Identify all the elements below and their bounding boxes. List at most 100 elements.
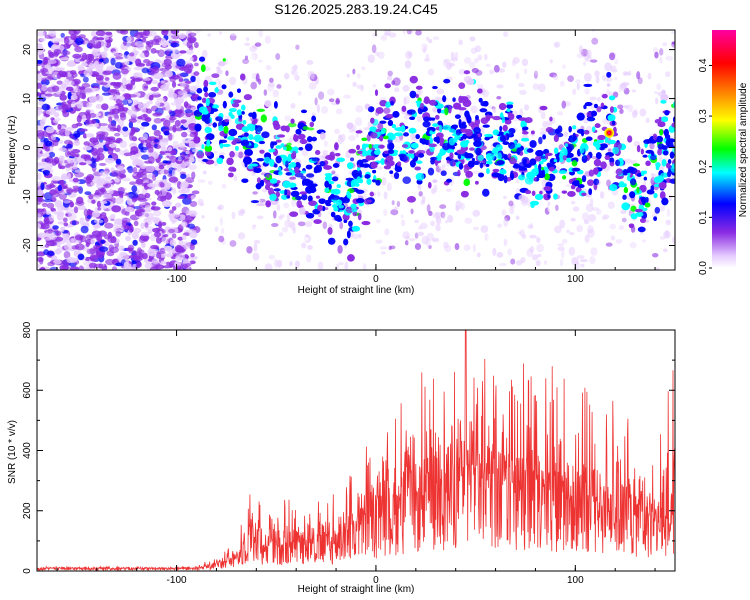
y-tick-label: -10: [22, 189, 33, 204]
heatmap-cell: [58, 105, 63, 110]
heatmap-cell: [241, 104, 246, 111]
heatmap-cell: [499, 262, 507, 267]
heatmap-cell: [256, 203, 266, 207]
heatmap-cell: [493, 64, 500, 73]
heatmap-cell: [254, 125, 263, 132]
heatmap-cell: [187, 223, 196, 229]
heatmap-cell: [311, 157, 320, 162]
heatmap-cell: [383, 107, 391, 114]
heatmap-cell: [138, 235, 146, 244]
heatmap-cell: [375, 107, 384, 114]
heatmap-cell: [477, 154, 484, 162]
heatmap-cell: [531, 273, 534, 276]
heatmap-cell: [417, 225, 423, 231]
heatmap-cell: [37, 189, 44, 197]
heatmap-cell: [124, 206, 135, 213]
heatmap-cell: [374, 89, 379, 96]
heatmap-cell: [115, 56, 124, 60]
heatmap-cell: [140, 154, 150, 160]
heatmap-cell: [169, 155, 177, 163]
heatmap-cell: [590, 59, 598, 63]
heatmap-cell: [178, 257, 187, 261]
heatmap-cell: [256, 177, 261, 184]
heatmap-cell: [475, 147, 482, 156]
heatmap-cell: [564, 143, 569, 148]
heatmap-cell: [424, 139, 430, 146]
heatmap-cell: [75, 91, 82, 96]
heatmap-cell: [184, 93, 192, 98]
heatmap-cell: [428, 38, 433, 44]
heatmap-cell: [78, 34, 86, 39]
heatmap-cell: [326, 272, 332, 277]
heatmap-cell: [190, 75, 196, 83]
heatmap-cell: [346, 230, 351, 239]
heatmap-cell: [169, 209, 175, 214]
heatmap-cell: [252, 191, 258, 195]
heatmap-cell: [448, 105, 452, 114]
heatmap-cell: [508, 200, 514, 207]
heatmap-cell: [459, 87, 467, 97]
heatmap-cell: [458, 162, 464, 170]
heatmap-cell: [645, 160, 651, 166]
heatmap-cell: [370, 161, 378, 169]
heatmap-cell: [174, 119, 181, 127]
heatmap-cell: [278, 171, 283, 176]
heatmap-cell: [388, 142, 395, 150]
heatmap-cell: [438, 137, 445, 144]
heatmap-cell: [91, 230, 102, 237]
heatmap-cell: [331, 274, 336, 282]
heatmap-cell: [473, 137, 482, 142]
heatmap-cell: [532, 280, 539, 285]
heatmap-cell: [37, 31, 45, 37]
heatmap-cell: [130, 103, 136, 111]
heatmap-cell: [417, 46, 425, 50]
heatmap-cell: [538, 161, 544, 165]
heatmap-cell: [491, 172, 501, 178]
heatmap-cell: [100, 239, 106, 244]
heatmap-cell: [113, 82, 121, 86]
heatmap-cell: [213, 207, 219, 213]
snr-xlabel: Height of straight line (km): [298, 584, 415, 595]
heatmap-cell: [330, 211, 336, 218]
heatmap-cell: [452, 161, 456, 167]
heatmap-cell: [177, 90, 188, 96]
heatmap-cell: [406, 109, 416, 115]
heatmap-cell: [456, 149, 466, 155]
heatmap-cell: [536, 243, 544, 253]
heatmap-cell: [37, 82, 42, 89]
heatmap-cell: [91, 31, 97, 37]
heatmap-cell: [343, 238, 349, 246]
heatmap-cell: [492, 247, 497, 256]
heatmap-cell: [297, 133, 306, 140]
heatmap-cell: [476, 252, 481, 258]
heatmap-cell: [526, 248, 534, 258]
heatmap-cell: [350, 180, 355, 188]
heatmap-cell: [335, 199, 343, 206]
heatmap-cell: [366, 199, 373, 203]
heatmap-cell: [194, 62, 199, 67]
heatmap-cell: [69, 109, 76, 114]
heatmap-cell: [507, 153, 512, 159]
heatmap-cell: [442, 58, 448, 68]
heatmap-cell: [452, 124, 459, 129]
heatmap-cell: [666, 208, 671, 217]
heatmap-cell: [431, 188, 436, 195]
heatmap-cell: [522, 159, 527, 166]
heatmap-cell: [162, 160, 168, 164]
heatmap-cell: [237, 232, 246, 240]
heatmap-cell: [218, 235, 225, 243]
heatmap-cell: [167, 126, 175, 131]
heatmap-cell: [544, 173, 551, 181]
heatmap-cell: [671, 236, 675, 244]
heatmap-cell: [620, 209, 627, 215]
heatmap-cell: [168, 116, 177, 121]
heatmap-cell: [194, 123, 202, 132]
heatmap-cell: [352, 211, 358, 217]
heatmap-cell: [185, 60, 191, 66]
heatmap-cell: [602, 74, 606, 82]
heatmap-cell: [498, 102, 507, 111]
heatmap-cell: [531, 254, 539, 261]
heatmap-cell: [150, 48, 157, 54]
heatmap-cell: [586, 49, 592, 59]
heatmap-cell: [122, 77, 127, 85]
